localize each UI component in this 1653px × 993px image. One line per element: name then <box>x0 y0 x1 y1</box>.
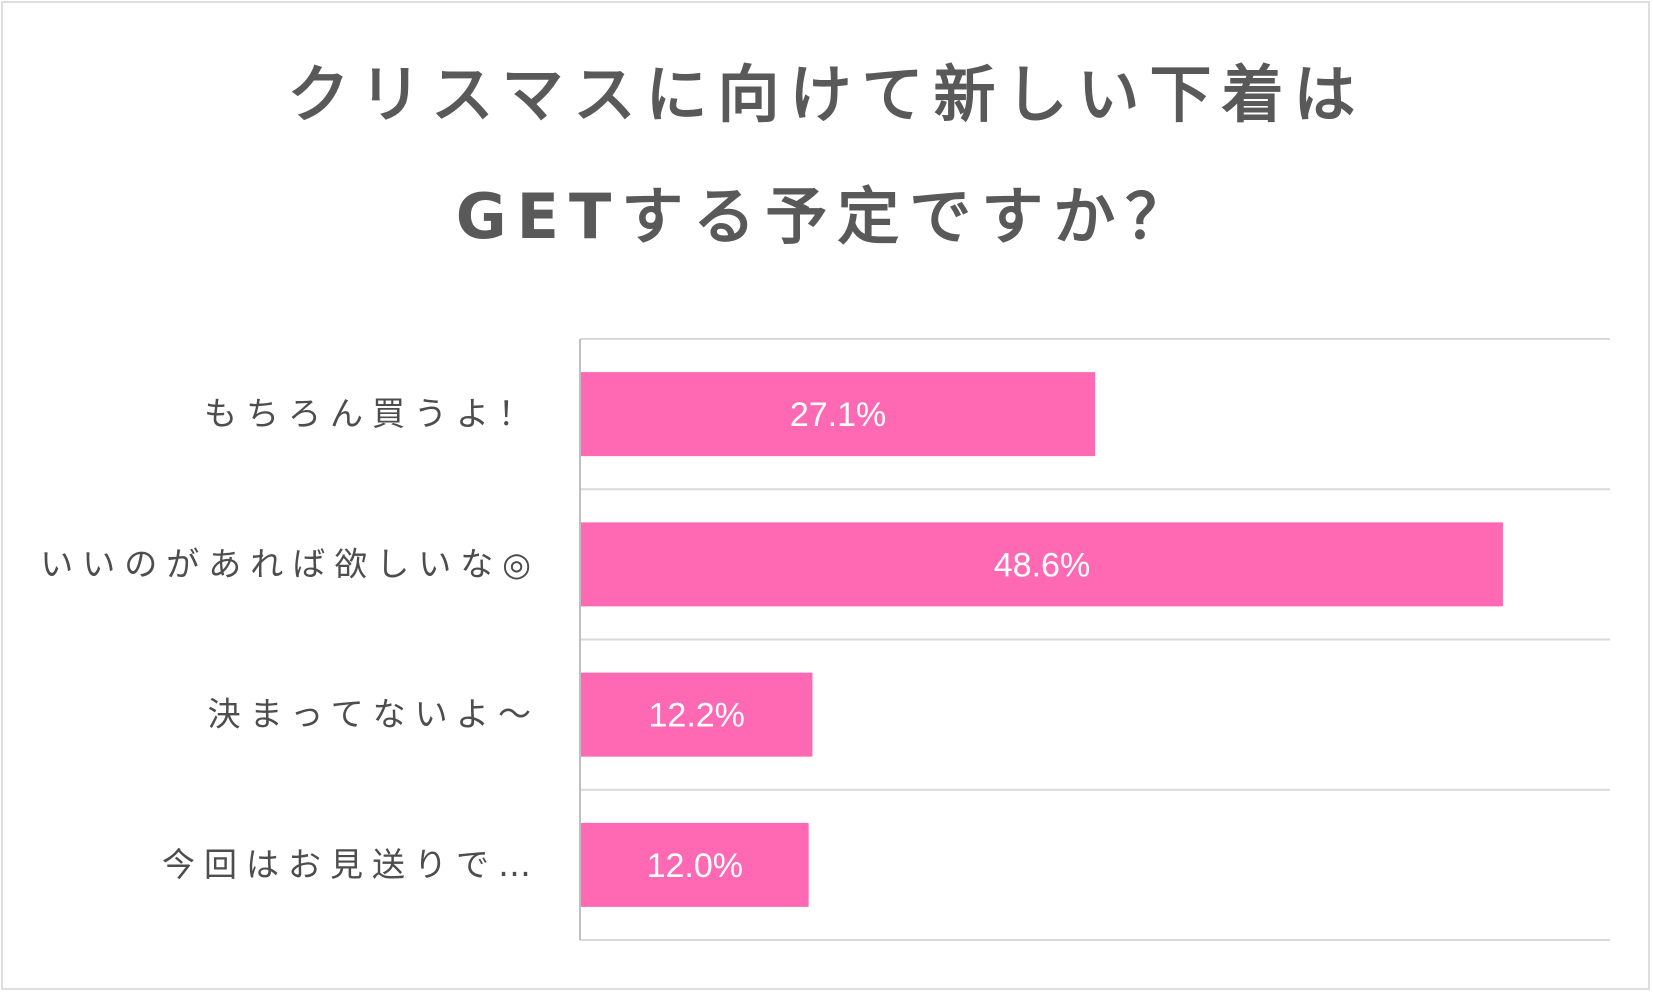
value-label-3: 12.2% <box>649 697 745 735</box>
value-label-1: 27.1% <box>790 396 886 434</box>
chart-title-line-1: クリスマスに向けて新しい下着は <box>287 58 1366 131</box>
category-label-4: 今回はお見送りで… <box>162 845 540 884</box>
category-label-2: いいのがあれば欲しいな◎ <box>40 544 540 583</box>
bar-2 <box>581 522 1503 607</box>
bar-4 <box>581 822 809 907</box>
chart-title-line-2: GETする予定ですか？ <box>455 180 1198 253</box>
value-label-4: 12.0% <box>647 847 743 885</box>
category-label-1: もちろん買うよ！ <box>204 394 540 433</box>
category-label-3: 決まってないよ〜 <box>208 695 540 734</box>
bar-1 <box>581 372 1096 457</box>
value-label-2: 48.6% <box>994 546 1090 584</box>
bar-3 <box>581 672 813 757</box>
